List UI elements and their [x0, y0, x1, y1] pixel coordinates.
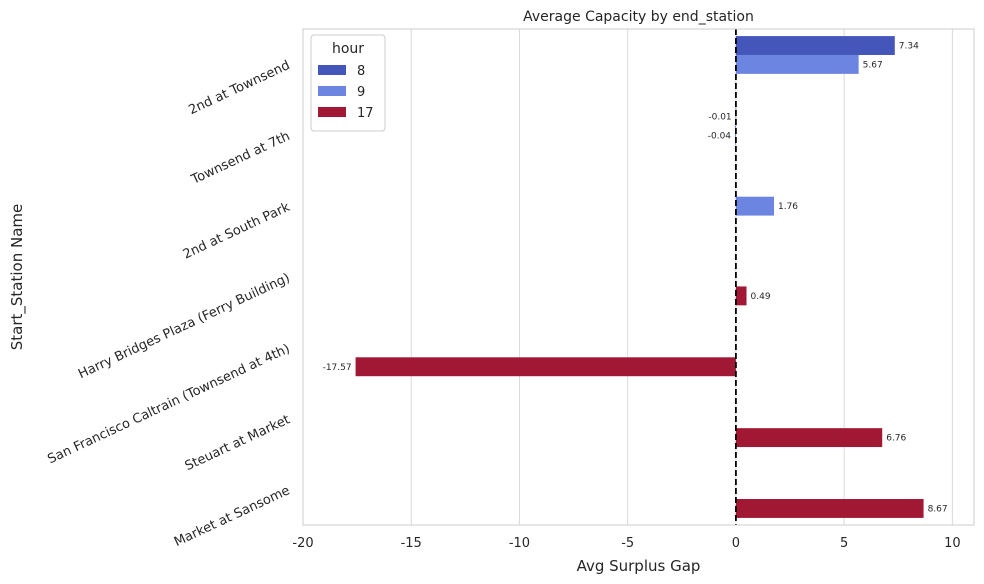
legend: hour 8 9 17 — [310, 34, 386, 132]
bar — [735, 196, 774, 216]
y-category-labels: 2nd at Townsend Townsend at 7th 2nd at Sou… — [46, 58, 293, 550]
bar-value-label: 6.76 — [886, 434, 906, 444]
bar-value-label: 0.49 — [751, 292, 771, 302]
bar-value-label: -17.57 — [323, 363, 352, 373]
bar — [735, 499, 924, 518]
bar — [735, 54, 859, 74]
bar-value-label: 8.67 — [928, 504, 948, 514]
bar-value-label: 1.76 — [778, 202, 798, 212]
x-tick-label: -15 — [401, 536, 422, 551]
y-category-label: 2nd at Townsend — [186, 58, 292, 118]
legend-label: 9 — [357, 85, 365, 100]
bar-value-label: -0.01 — [708, 112, 731, 122]
y-category-label: Market at Sansome — [172, 483, 292, 550]
bar — [735, 428, 883, 448]
legend-label: 8 — [357, 64, 365, 79]
bar — [735, 106, 737, 126]
bar — [735, 125, 736, 145]
x-tick-label: 5 — [840, 536, 848, 551]
x-tick-label: -5 — [621, 536, 634, 551]
x-axis-title: Avg Surplus Gap — [577, 557, 701, 575]
legend-label: 17 — [357, 106, 374, 121]
x-tick-label: -10 — [509, 536, 530, 551]
y-axis-title: Start_Station Name — [8, 204, 27, 351]
y-category-label: Townsend at 7th — [188, 129, 292, 188]
bar-labels: 7.34 -0.01 5.67 -0.04 1.76 0.49 -17.57 6.76 8.67 — [323, 42, 948, 515]
bar — [355, 357, 736, 377]
y-category-label: San Francisco Caltrain (Townsend at 4th) — [46, 342, 293, 468]
bar-value-label: 7.34 — [899, 42, 919, 52]
legend-swatch — [318, 65, 346, 75]
legend-title: hour — [332, 41, 364, 57]
bar-value-label: 5.67 — [863, 60, 883, 70]
bar — [735, 286, 747, 306]
bar — [735, 36, 895, 55]
bar-value-label: -0.04 — [708, 131, 732, 141]
grid-lines — [302, 29, 953, 525]
x-tick-labels: -20 -15 -10 -5 0 5 10 — [292, 536, 960, 551]
bars — [355, 36, 924, 518]
x-tick-label: 0 — [732, 536, 740, 551]
plot-frame — [302, 28, 975, 526]
chart-title: Average Capacity by end_station — [523, 9, 754, 25]
legend-swatch — [318, 107, 346, 117]
legend-items: 8 9 17 — [318, 64, 374, 121]
x-tick-label: 10 — [944, 536, 961, 551]
y-category-label: 2nd at South Park — [181, 200, 293, 263]
legend-swatch — [318, 86, 346, 96]
x-tick-label: -20 — [292, 536, 313, 551]
y-category-label: Steuart at Market — [183, 412, 293, 474]
